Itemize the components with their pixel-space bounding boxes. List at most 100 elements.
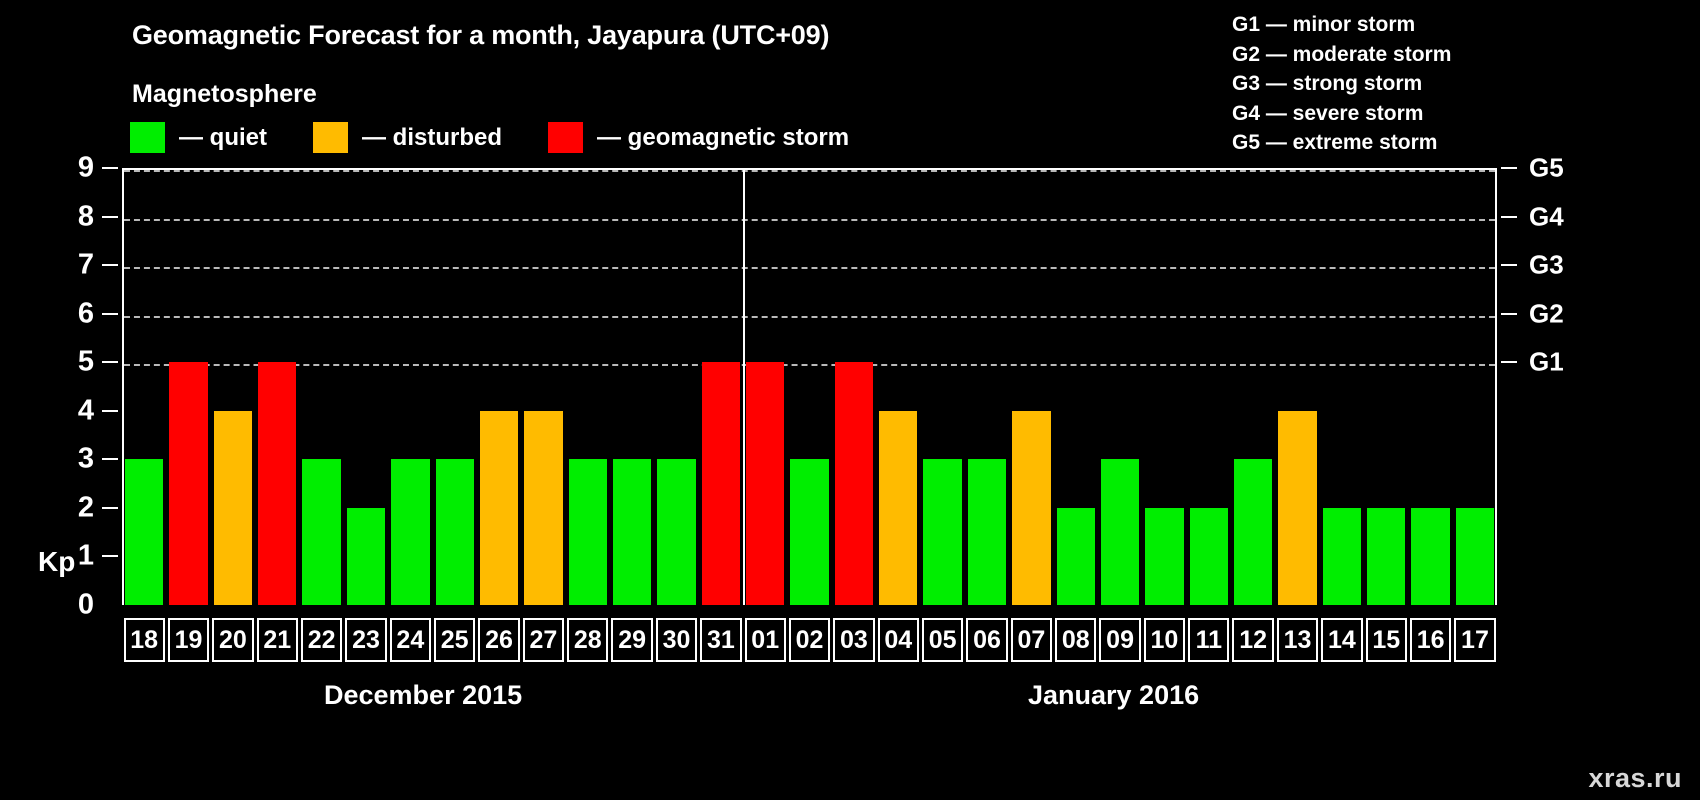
bar-day-27 — [524, 410, 563, 605]
bar-slot — [743, 168, 787, 605]
month-label-1: January 2016 — [1028, 680, 1200, 710]
y-tick-mark-9 — [102, 167, 118, 169]
legend-label-storm: — geomagnetic storm — [597, 123, 850, 151]
day-label-10: 10 — [1143, 618, 1186, 662]
bar-slot — [1231, 168, 1275, 605]
watermark: xras.ru — [1588, 763, 1682, 793]
gscale-row-3: G3 — strong storm — [1232, 72, 1423, 95]
bar-slot — [1453, 168, 1497, 605]
gscale-row-5: G5 — extreme storm — [1232, 131, 1438, 154]
day-labels-row: 18 19 20 21 22 23 24 25 26 27 28 29 30 31 01 02 03 04 05 06… — [122, 618, 1497, 662]
gridline-kp-9 — [124, 170, 1495, 172]
bar-slot — [1275, 168, 1319, 605]
day-label-04: 04 — [877, 618, 919, 662]
magnetosphere-label: Magnetosphere — [132, 80, 317, 108]
day-label-21: 21 — [256, 618, 298, 662]
y-tick-mark-4 — [102, 409, 118, 412]
bar-day-22 — [302, 459, 341, 605]
day-label-19: 19 — [167, 618, 210, 662]
legend-label-disturbed: — disturbed — [362, 123, 503, 151]
bar-day-15 — [1367, 507, 1406, 605]
gscale-row-1: G1 — minor storm — [1232, 13, 1416, 36]
bar-day-16 — [1411, 507, 1450, 605]
right-tick-mark-G4 — [1501, 215, 1517, 218]
day-label-25: 25 — [434, 618, 476, 662]
bar-slot — [477, 168, 521, 605]
bar-day-25 — [435, 459, 474, 605]
y-tick-label-7: 7 — [77, 248, 94, 281]
month-label-0: December 2015 — [324, 680, 523, 710]
bar-slot — [699, 168, 743, 605]
y-axis: Kp 0 1 2 3 4 5 6 7 8 9 — [0, 152, 120, 621]
bar-day-24 — [391, 459, 430, 605]
right-tick-label-G1: G1 — [1529, 346, 1564, 377]
bar-slot — [211, 168, 255, 605]
day-label-07: 07 — [1010, 618, 1053, 662]
legend-item-disturbed: — disturbed — [313, 122, 502, 153]
bar-day-10 — [1145, 507, 1184, 605]
bar-day-03 — [834, 362, 874, 605]
bar-day-21 — [258, 362, 297, 605]
y-tick-mark-2 — [102, 506, 118, 509]
right-tick-label-G3: G3 — [1529, 249, 1564, 280]
day-label-17: 17 — [1454, 618, 1496, 662]
bar-day-09 — [1100, 459, 1140, 605]
chart-plot-area — [122, 168, 1497, 605]
gridline-kp-5 — [124, 364, 1495, 367]
right-g-axis: G1 G2 G3 G4 G5 — [1499, 153, 1619, 605]
gridline-kp-6 — [124, 315, 1495, 318]
legend-item-storm: — geomagnetic storm — [548, 122, 849, 153]
bar-day-20 — [213, 410, 253, 605]
day-label-06: 06 — [966, 618, 1008, 662]
bar-day-17 — [1455, 507, 1495, 605]
y-tick-label-6: 6 — [77, 297, 94, 330]
right-tick-mark-G1 — [1501, 361, 1517, 364]
right-tick-mark-G2 — [1501, 312, 1517, 315]
bar-day-11 — [1189, 507, 1228, 605]
bar-slot — [166, 168, 210, 605]
legend-swatch-quiet — [130, 122, 165, 153]
gscale-legend: G1 — minor storm G2 — moderate storm G3 — … — [1232, 10, 1451, 158]
y-tick-label-0: 0 — [77, 588, 94, 621]
legend-swatch-disturbed — [313, 122, 348, 153]
bar-day-05 — [923, 459, 962, 605]
gscale-row-2: G2 — moderate storm — [1232, 42, 1452, 66]
day-label-02: 02 — [788, 618, 831, 662]
bar-slot — [832, 168, 876, 605]
bar-day-06 — [967, 459, 1007, 605]
bar-slot — [1098, 168, 1142, 605]
bar-slot — [1320, 168, 1364, 605]
y-tick-mark-8 — [102, 215, 118, 218]
legend-label-quiet: — quiet — [179, 123, 267, 151]
y-tick-label-3: 3 — [77, 442, 94, 475]
y-tick-mark-3 — [102, 458, 118, 461]
bar-day-30 — [657, 459, 696, 605]
bars-container — [122, 168, 1497, 605]
day-label-22: 22 — [300, 618, 343, 662]
y-tick-label-8: 8 — [77, 200, 94, 233]
day-label-01: 01 — [744, 618, 786, 662]
gscale-row-4: G4 — severe storm — [1232, 101, 1424, 125]
bar-slot — [1054, 168, 1098, 605]
bar-slot — [299, 168, 343, 605]
bar-slot — [876, 168, 920, 605]
bar-slot — [1187, 168, 1231, 605]
bar-slot — [654, 168, 698, 605]
y-tick-mark-6 — [102, 312, 118, 315]
day-label-31: 31 — [700, 618, 742, 662]
bar-day-04 — [879, 410, 918, 605]
bar-slot — [1408, 168, 1452, 605]
day-label-12: 12 — [1232, 618, 1274, 662]
plot-frame — [122, 168, 1497, 605]
month-divider — [742, 168, 745, 605]
bar-slot — [787, 168, 831, 605]
y-tick-label-9: 9 — [77, 151, 94, 184]
gridline-kp-7 — [124, 267, 1495, 270]
bar-slot — [1364, 168, 1408, 605]
page-title: Geomagnetic Forecast for a month, Jayapu… — [132, 20, 830, 50]
right-tick-mark-G3 — [1501, 264, 1517, 267]
bar-slot — [344, 168, 388, 605]
bar-slot — [965, 168, 1009, 605]
y-axis-label: Kp — [38, 546, 76, 577]
day-label-15: 15 — [1365, 618, 1407, 662]
